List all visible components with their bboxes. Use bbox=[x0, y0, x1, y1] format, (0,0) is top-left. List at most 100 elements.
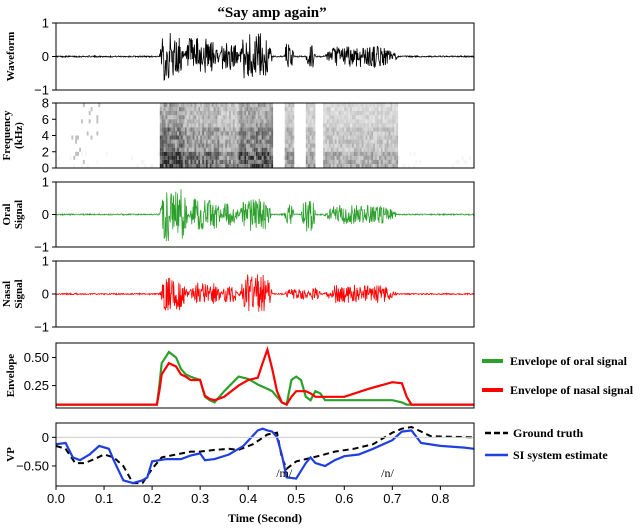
spectrogram-cell bbox=[390, 151, 393, 156]
spectrogram-cell bbox=[346, 103, 349, 108]
spectrogram-cell bbox=[182, 111, 185, 116]
y-axis-label-part: Signal bbox=[13, 279, 25, 308]
spectrogram-cell bbox=[140, 159, 143, 164]
spectrogram-cell bbox=[253, 159, 256, 164]
spectrogram-cell bbox=[221, 123, 224, 128]
spectrogram-cell bbox=[338, 151, 341, 156]
spectrogram-cell bbox=[225, 159, 227, 164]
spectrogram-cell bbox=[305, 131, 308, 136]
spectrogram-cell bbox=[340, 163, 343, 168]
spectrogram-cell bbox=[200, 163, 202, 168]
spectrogram-cell bbox=[240, 111, 243, 116]
spectrogram-cell bbox=[353, 107, 356, 112]
spectrogram-cell bbox=[365, 127, 368, 132]
spectrogram-cell bbox=[334, 107, 337, 112]
y-axis-label-2: OralSignal bbox=[1, 200, 25, 229]
spectrogram-cell bbox=[288, 103, 291, 108]
spectrogram-cell bbox=[330, 159, 333, 164]
chart-title: “Say amp again” bbox=[217, 5, 326, 21]
spectrogram-cell bbox=[215, 139, 218, 144]
spectrogram-cell bbox=[232, 151, 235, 156]
spectrogram-cell bbox=[309, 159, 312, 164]
spectrogram-cell bbox=[382, 119, 385, 124]
spectrogram-cell bbox=[186, 127, 189, 132]
spectrogram-cell bbox=[169, 155, 172, 160]
spectrogram-cell bbox=[217, 155, 220, 160]
spectrogram-cell bbox=[340, 103, 343, 108]
spectrogram-cell bbox=[171, 147, 174, 152]
spectrogram-cell bbox=[196, 131, 199, 136]
spectrogram-cell bbox=[163, 135, 166, 140]
spectrogram-cell bbox=[340, 131, 343, 136]
spectrogram-cell bbox=[386, 135, 389, 140]
spectrogram-cell bbox=[311, 127, 314, 132]
spectrogram-cell bbox=[90, 135, 93, 140]
spectrogram-cell bbox=[211, 119, 214, 124]
spectrogram-cell bbox=[238, 103, 241, 108]
spectrogram-cell bbox=[338, 131, 341, 136]
spectrogram-cell bbox=[340, 155, 343, 160]
spectrogram-cell bbox=[202, 107, 204, 112]
spectrogram-cell bbox=[378, 151, 381, 156]
spectrogram-cell bbox=[350, 147, 352, 152]
spectrogram-cell bbox=[234, 127, 237, 132]
spectrogram-cell bbox=[382, 151, 385, 156]
spectrogram-cell bbox=[196, 147, 199, 152]
spectrogram-cell bbox=[350, 155, 352, 160]
spectrogram-cell bbox=[171, 131, 174, 136]
spectrogram-cell bbox=[236, 163, 239, 168]
spectrogram-cell bbox=[232, 131, 235, 136]
spectrogram-cell bbox=[371, 155, 374, 160]
spectrogram-cell bbox=[265, 115, 268, 120]
spectrogram-cell bbox=[169, 163, 172, 168]
spectrogram-cell bbox=[348, 163, 350, 168]
spectrogram-cell bbox=[196, 135, 199, 140]
spectrogram-cell bbox=[263, 123, 266, 128]
y-tick-label-4: 0.50 bbox=[24, 350, 49, 365]
spectrogram-cell bbox=[246, 135, 249, 140]
spectrogram-cell bbox=[167, 123, 170, 128]
spectrogram-cell bbox=[196, 111, 199, 116]
spectrogram-cell bbox=[173, 155, 176, 160]
spectrogram-cell bbox=[361, 155, 364, 160]
spectrogram-cell bbox=[325, 115, 327, 120]
spectrogram-cell bbox=[186, 139, 189, 144]
x-tick-label: 0.2 bbox=[143, 491, 161, 506]
spectrogram-cell bbox=[246, 155, 249, 160]
spectrogram-cell bbox=[371, 151, 374, 156]
spectrogram-cell bbox=[215, 159, 218, 164]
spectrogram-cell bbox=[240, 107, 243, 112]
spectrogram-cell bbox=[325, 123, 327, 128]
spectrogram-cell bbox=[242, 127, 245, 132]
y-tick-label-3: −1 bbox=[34, 320, 49, 335]
spectrogram-cell bbox=[242, 107, 245, 112]
spectrogram-cell bbox=[313, 115, 316, 120]
spectrogram-cell bbox=[386, 123, 389, 128]
spectrogram-cell bbox=[365, 115, 368, 120]
spectrogram-cell bbox=[207, 147, 210, 152]
spectrogram-cell bbox=[286, 111, 289, 116]
spectrogram-cell bbox=[253, 147, 256, 152]
spectrogram-cell bbox=[229, 111, 231, 116]
spectrogram-cell bbox=[209, 147, 212, 152]
spectrogram-cell bbox=[244, 107, 247, 112]
spectrogram-cell bbox=[205, 103, 208, 108]
spectrogram-cell bbox=[169, 115, 172, 120]
spectrogram-cell bbox=[309, 143, 312, 148]
spectrogram-cell bbox=[82, 159, 85, 164]
spectrogram-cell bbox=[190, 115, 193, 120]
spectrogram-cell bbox=[267, 143, 270, 148]
spectrogram-cell bbox=[188, 163, 191, 168]
spectrogram-cell bbox=[380, 155, 383, 160]
spectrogram-cell bbox=[202, 115, 204, 120]
spectrogram-cell bbox=[242, 143, 245, 148]
spectrogram-cell bbox=[219, 123, 222, 128]
spectrogram-cell bbox=[204, 139, 206, 144]
spectrogram-cell bbox=[213, 155, 216, 160]
spectrogram-cell bbox=[288, 155, 291, 160]
spectrogram-cell bbox=[163, 163, 166, 168]
spectrogram-cell bbox=[311, 163, 314, 168]
spectrogram-cell bbox=[179, 163, 181, 168]
spectrogram-cell bbox=[232, 147, 235, 152]
spectrogram-cell bbox=[261, 163, 264, 168]
